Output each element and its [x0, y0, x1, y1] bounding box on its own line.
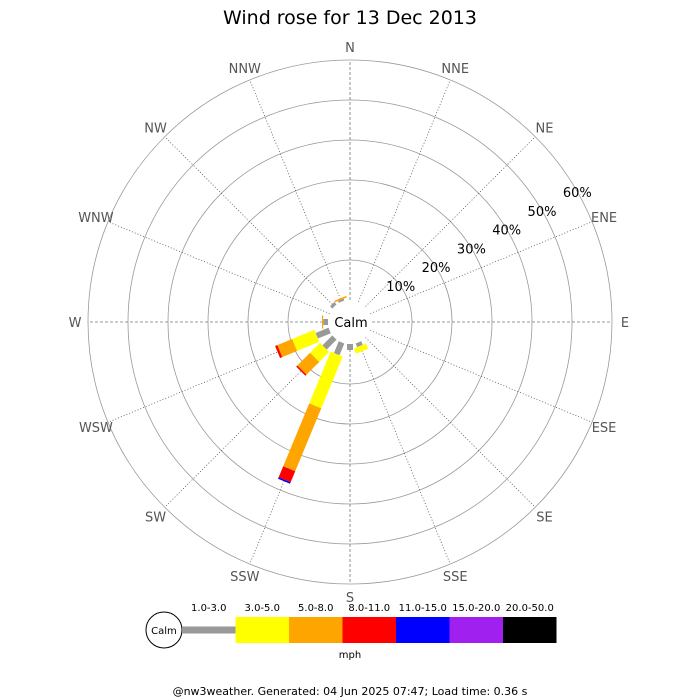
bar-sse-bin-1 [353, 343, 369, 354]
legend-swatch-4 [396, 617, 450, 643]
bar-wsw-bin-0 [315, 327, 331, 339]
direction-label-wsw: WSW [79, 421, 113, 436]
bar-w-bin-0 [323, 319, 328, 325]
legend-swatch-3 [342, 617, 396, 643]
legend-label-0: 1.0-3.0 [191, 603, 226, 614]
direction-label-ssw: SSW [230, 570, 260, 585]
bar-wsw-bin-3 [275, 345, 283, 359]
legend-label-5: 15.0-20.0 [452, 603, 500, 614]
spoke-wnw [107, 221, 330, 314]
calm-circle: Calm [328, 300, 372, 344]
bar-sw-bin-0 [322, 335, 337, 350]
direction-label-nw: NW [144, 122, 167, 137]
legend-calm-label: Calm [151, 626, 177, 637]
spoke-ne [365, 136, 536, 307]
spoke-se [365, 337, 536, 508]
direction-label-n: N [345, 41, 355, 56]
direction-label-sse: SSE [443, 570, 468, 585]
direction-label-w: W [69, 316, 82, 331]
bar-w-bin-2 [322, 315, 324, 329]
spoke-nnw [249, 79, 342, 302]
bar-wsw-bin-2 [277, 338, 298, 358]
spoke-nw [164, 136, 335, 307]
direction-label-nne: NNE [441, 62, 469, 77]
radial-tick-60: 60% [563, 186, 592, 201]
spoke-sse [358, 342, 451, 565]
legend-label-1: 3.0-5.0 [245, 603, 280, 614]
legend-swatch-2 [289, 617, 343, 643]
spoke-nne [358, 79, 451, 302]
direction-label-e: E [621, 316, 629, 331]
calm-label: Calm [334, 316, 367, 331]
bar-nnw-bin-2 [334, 295, 347, 303]
radial-tick-40: 40% [492, 224, 521, 239]
direction-label-ese: ESE [592, 421, 617, 436]
radial-tick-labels: 10% 20% 30% 40% 50% 60% [386, 186, 591, 295]
bar-sw-bin-2 [297, 352, 320, 375]
wind-bars [275, 295, 369, 484]
legend-swatch-5 [449, 617, 503, 643]
direction-labels: N NNE NE ENE E ESE SE SSE S SSW SW WSW W WNW NW NNW [69, 41, 630, 606]
direction-label-sw: SW [145, 510, 166, 525]
spoke-ene [370, 221, 593, 314]
speed-legend: Calm 1.0-3.0 3.0-5.0 5.0-8.0 8.0-11.0 11.0-1… [145, 603, 557, 661]
direction-label-ene: ENE [591, 211, 617, 226]
bar-ssw-bin-0 [333, 341, 345, 356]
grid-ring-60 [87, 59, 613, 585]
legend-label-6: 20.0-50.0 [506, 603, 554, 614]
bar-ssw-bin-4 [278, 477, 291, 484]
radial-tick-10: 10% [386, 280, 415, 295]
direction-label-ne: NE [535, 122, 553, 137]
bar-nnw-bin-0 [338, 298, 345, 303]
calm-circle-bg [328, 300, 372, 344]
radial-tick-50: 50% [528, 205, 557, 220]
direction-label-s: S [346, 591, 354, 606]
legend-swatch-6 [503, 617, 557, 643]
bar-s-bin-0 [347, 344, 353, 350]
direction-label-nnw: NNW [229, 62, 261, 77]
bar-wsw-bin-1 [292, 329, 320, 351]
legend-label-2: 5.0-8.0 [298, 603, 333, 614]
legend-swatch-0 [182, 626, 236, 634]
legend-units: mph [339, 650, 361, 661]
bar-ssw-bin-2 [283, 403, 322, 472]
bar-sw-bin-1 [310, 342, 330, 362]
bar-sse-bin-0 [355, 341, 363, 348]
direction-label-se: SE [536, 510, 552, 525]
spoke-ese [370, 330, 593, 423]
legend-swatch-1 [235, 617, 289, 643]
bar-sw-bin-3 [296, 365, 307, 376]
footer-text: @nw3weather. Generated: 04 Jun 2025 07:4… [173, 685, 528, 698]
radial-tick-30: 30% [457, 242, 486, 257]
bar-ssw-bin-3 [278, 466, 296, 483]
radial-tick-20: 20% [422, 261, 451, 276]
chart-title: Wind rose for 13 Dec 2013 [223, 7, 477, 29]
legend-label-3: 8.0-11.0 [348, 603, 390, 614]
bar-ssw-bin-1 [309, 351, 343, 409]
legend-label-4: 11.0-15.0 [399, 603, 447, 614]
bar-nw-bin-0 [330, 302, 337, 309]
direction-label-wnw: WNW [78, 211, 114, 226]
